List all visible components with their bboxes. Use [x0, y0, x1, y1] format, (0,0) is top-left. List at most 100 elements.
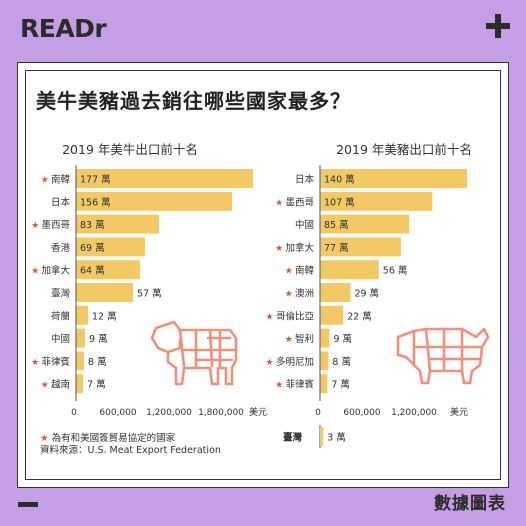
category-label: 加拿大: [285, 242, 314, 254]
category-label: 南韓: [51, 174, 71, 186]
illustrations: [150, 320, 490, 386]
data-label: 56 萬: [383, 265, 408, 277]
axis-unit-label: 美元: [450, 406, 468, 418]
data-label: 64 萬: [80, 265, 105, 277]
star-icon: ★: [285, 290, 293, 300]
tick-label: 0: [315, 408, 321, 418]
bar: [320, 374, 328, 394]
star-icon: ★: [285, 267, 293, 277]
data-label: 12 萬: [92, 310, 117, 322]
data-label: 9 萬: [89, 333, 108, 345]
category-label: 澳洲: [295, 288, 314, 300]
category-label: 墨西哥: [41, 220, 70, 231]
footnote: ★ 為有和美國簽貿易協定的國家 資料來源：U.S. Meat Export Fe…: [40, 433, 221, 457]
pig-icon: [396, 327, 490, 385]
category-label: 臺灣: [51, 288, 71, 300]
data-label: 22 萬: [347, 310, 372, 322]
category-label: 荷蘭: [51, 310, 70, 322]
bar: [320, 169, 467, 188]
data-label: 85 萬: [324, 219, 349, 231]
bar: [320, 214, 410, 234]
bar: [76, 191, 232, 211]
data-label: 83 萬: [80, 219, 105, 231]
bar: [320, 305, 344, 325]
data-label: 57 萬: [137, 288, 162, 300]
data-label: 156 萬: [80, 196, 111, 208]
data-label: 107 萬: [324, 196, 355, 208]
category-label: 臺灣: [283, 432, 303, 444]
chart-card: 美牛美豬過去銷往哪些國家最多？ 2019 年美牛出口前十名 177 萬南韓 ★ 156…: [17, 62, 509, 488]
star-icon: ★: [275, 198, 283, 208]
category-label: 日本: [51, 196, 71, 208]
chart-title: 2019 年美豬出口前十名: [336, 142, 472, 157]
bar: [76, 169, 253, 188]
bar: [76, 351, 84, 371]
source-text: 資料來源：U.S. Meat Export Federation: [40, 445, 221, 456]
data-label: 140 萬: [324, 174, 355, 186]
category-label: 菲律賓: [41, 356, 70, 368]
data-label: 9 萬: [333, 333, 352, 345]
star-icon: ★: [285, 335, 293, 345]
tick-label: 600,000: [99, 408, 136, 418]
category-label: 日本: [295, 174, 315, 186]
bar: [320, 283, 351, 302]
bar: [76, 328, 85, 348]
star-icon: ★: [31, 221, 39, 231]
data-label: 8 萬: [88, 356, 107, 368]
star-icon: ★: [40, 433, 49, 444]
footnote-star-text: 為有和美國簽貿易協定的國家: [51, 433, 176, 444]
category-label: 越南: [51, 379, 70, 391]
category-label: 香港: [51, 242, 71, 254]
data-label: 29 萬: [354, 288, 379, 300]
axis-unit-label: 美元: [249, 406, 267, 418]
bar: [76, 374, 83, 394]
category-label: 中國: [295, 219, 314, 231]
data-label: 7 萬: [331, 379, 350, 391]
bar: [320, 328, 330, 348]
data-label: 69 萬: [80, 242, 105, 254]
data-label: 77 萬: [324, 242, 349, 254]
data-label: 177 萬: [80, 174, 111, 186]
brand-logo: READr: [20, 14, 107, 43]
star-icon: ★: [41, 176, 49, 186]
bar: [320, 191, 433, 211]
category-label: 多明尼加: [276, 356, 314, 368]
star-icon: ★: [266, 358, 274, 368]
bar: [320, 260, 379, 280]
star-icon: ★: [41, 381, 49, 391]
bar: [76, 214, 159, 234]
star-icon: ★: [275, 244, 283, 254]
category-label: 中國: [51, 333, 70, 345]
tick-label: 1,200,000: [146, 408, 192, 418]
category-label: 智利: [295, 333, 314, 345]
star-icon: ★: [31, 267, 39, 277]
category-label: 南韓: [295, 265, 315, 277]
tick-label: 1,800,000: [198, 408, 244, 418]
plus-icon[interactable]: [486, 14, 510, 38]
bar: [76, 283, 133, 302]
tick-label: 600,000: [343, 408, 380, 418]
category-label: 菲律賓: [285, 379, 314, 391]
bar: [76, 260, 140, 280]
category-label: 哥倫比亞: [276, 310, 315, 322]
category-label: 加拿大: [41, 265, 70, 277]
bar: [76, 305, 88, 325]
data-label: 8 萬: [332, 356, 351, 368]
category-label: 墨西哥: [285, 197, 314, 208]
bar: [76, 237, 145, 257]
data-label: 3 萬: [327, 432, 346, 444]
page-title: 美牛美豬過去銷往哪些國家最多？: [36, 89, 351, 113]
star-icon: ★: [266, 312, 274, 322]
bar: [320, 237, 401, 257]
footer-label: 數據圖表: [434, 494, 506, 514]
bar: [320, 351, 329, 371]
cow-icon: [150, 320, 238, 386]
bar: [320, 427, 324, 446]
tick-label: 1,200,000: [391, 408, 437, 418]
tick-label: 0: [71, 408, 77, 418]
minus-icon[interactable]: [18, 502, 38, 507]
